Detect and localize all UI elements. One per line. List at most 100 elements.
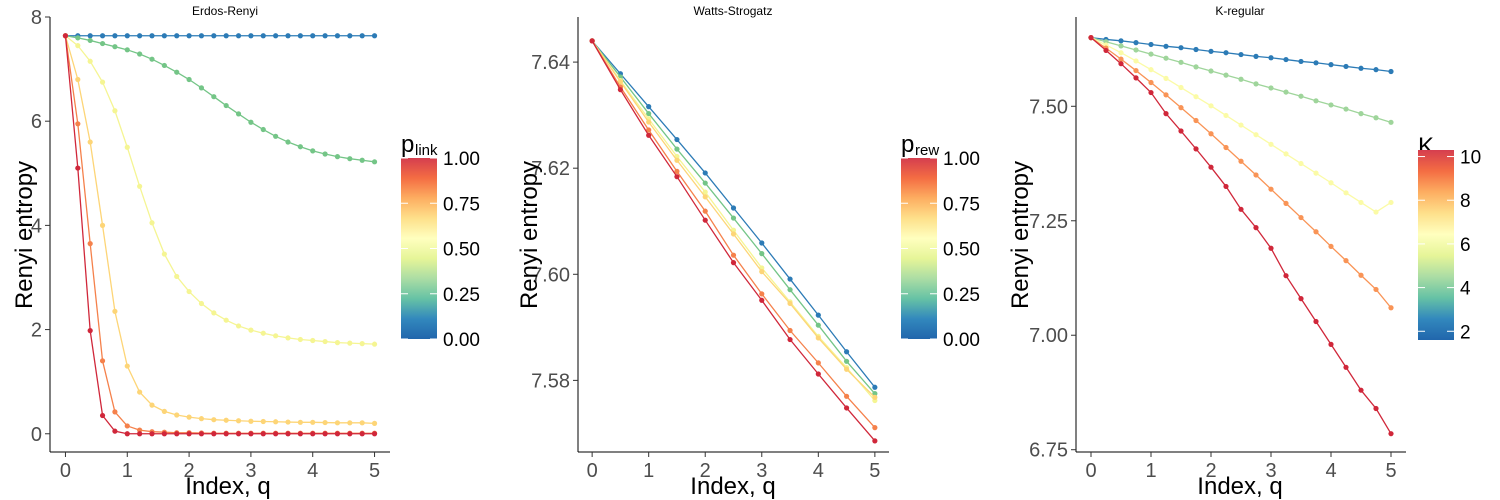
data-point [1163, 92, 1169, 98]
data-point [174, 33, 180, 39]
data-point [1208, 103, 1214, 109]
data-point [334, 154, 341, 160]
data-point [1193, 117, 1199, 124]
data-point [1193, 46, 1199, 53]
data-point [235, 33, 242, 39]
data-point [149, 431, 155, 437]
data-point [347, 431, 353, 437]
data-point [1298, 214, 1304, 221]
data-point [815, 322, 821, 328]
data-point [1268, 85, 1274, 91]
colorbar-tick-label: 0.75 [443, 194, 480, 215]
data-point [137, 427, 143, 433]
data-point [1328, 243, 1334, 250]
data-point [1388, 431, 1394, 437]
series-line [64, 35, 375, 434]
colorbar-tick-label: 4 [1460, 279, 1471, 300]
x-tick-label: 2 [184, 460, 195, 482]
data-point [1373, 209, 1379, 215]
x-tick-label: 4 [1325, 460, 1336, 482]
data-point [1223, 72, 1229, 78]
data-point [815, 335, 821, 341]
data-point [787, 287, 793, 293]
data-point [1283, 56, 1289, 63]
data-point [174, 69, 180, 75]
data-point [223, 431, 229, 437]
data-point [1223, 50, 1229, 56]
data-point [99, 222, 106, 228]
data-point [334, 340, 341, 346]
data-point [787, 300, 793, 307]
y-tick-label: 7.62 [531, 158, 570, 180]
data-point [1238, 122, 1244, 128]
data-point [124, 144, 130, 150]
data-point [589, 38, 595, 44]
data-point [1223, 144, 1229, 151]
data-point [1283, 151, 1289, 157]
data-point [787, 327, 793, 334]
data-point [334, 431, 341, 437]
colorbar-tick-label: 0.25 [443, 285, 480, 306]
data-point [730, 205, 737, 211]
series-0.30 [589, 38, 878, 397]
x-tick-label: 4 [813, 460, 824, 482]
x-tick-label: 3 [245, 460, 256, 482]
colorbar-tick-label: 0.50 [943, 240, 980, 261]
data-point [1268, 186, 1274, 192]
data-point [260, 33, 266, 39]
data-point [1118, 56, 1124, 62]
data-point [62, 33, 69, 39]
data-point [872, 384, 878, 390]
data-point [99, 40, 106, 47]
data-point [310, 148, 316, 154]
data-point [112, 108, 118, 114]
y-tick-label: 7.58 [531, 370, 570, 392]
data-point [334, 33, 341, 39]
x-tick-label: 1 [122, 460, 133, 482]
data-point [674, 168, 680, 174]
data-point [75, 35, 81, 41]
series-6 [1088, 35, 1394, 215]
colorbar-tick-label: 6 [1460, 235, 1471, 256]
data-point [674, 136, 680, 143]
data-point [297, 419, 303, 425]
data-point [815, 360, 821, 366]
data-point [99, 358, 106, 364]
colorbar-tick-label: 8 [1460, 191, 1471, 212]
data-point [1373, 115, 1379, 121]
data-point [186, 414, 192, 420]
data-point [759, 240, 765, 246]
x-axis-title: Index, q [1197, 473, 1282, 500]
y-tick-label: 7.64 [531, 52, 570, 74]
data-point [359, 431, 365, 437]
data-point [1118, 50, 1124, 56]
data-point [759, 291, 765, 297]
data-point [186, 288, 192, 295]
data-point [1283, 89, 1289, 95]
chart-title: Watts-Strogatz [694, 4, 773, 18]
data-point [359, 341, 365, 347]
data-point [273, 133, 279, 139]
data-point [702, 189, 708, 195]
y-tick-label: 6.75 [1029, 440, 1068, 462]
colorbar-tick-label: 2 [1460, 322, 1471, 343]
series-0.85 [62, 33, 378, 436]
data-point [149, 402, 155, 408]
data-point [198, 431, 205, 437]
data-point [674, 157, 680, 163]
data-point [1343, 258, 1349, 264]
x-tick-label: 5 [869, 460, 880, 482]
series-0.30 [62, 33, 378, 165]
data-point [99, 33, 106, 39]
data-point [248, 119, 254, 125]
data-point [137, 431, 143, 437]
data-point [843, 366, 850, 372]
data-point [359, 157, 365, 163]
data-point [1343, 63, 1349, 70]
x-tick-label: 2 [700, 460, 711, 482]
data-point [1178, 84, 1184, 91]
data-point [310, 33, 316, 39]
legend-title: p [901, 131, 914, 158]
